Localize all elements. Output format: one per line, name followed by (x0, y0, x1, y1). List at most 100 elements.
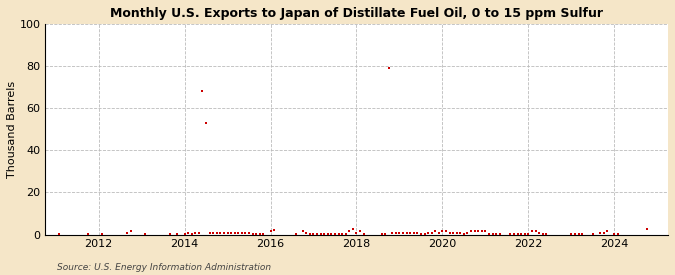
Point (179, 232, 190, 236)
Point (240, 230, 251, 235)
Point (312, 232, 323, 236)
Point (566, 232, 576, 236)
Point (254, 231, 265, 236)
Point (82, 232, 93, 236)
Point (458, 231, 469, 236)
Point (298, 229, 308, 234)
Point (219, 230, 230, 235)
Point (348, 227, 358, 232)
Point (308, 232, 319, 236)
Point (477, 229, 487, 234)
Point (140, 232, 151, 236)
Point (122, 230, 133, 235)
Point (387, 230, 398, 235)
Point (444, 230, 455, 235)
Point (376, 231, 387, 236)
Point (97, 231, 107, 236)
Point (200, 121, 211, 125)
Point (354, 229, 365, 234)
Point (326, 232, 337, 236)
Point (452, 230, 462, 235)
Point (483, 232, 494, 236)
Point (172, 232, 183, 236)
Point (290, 232, 301, 236)
Point (448, 230, 458, 235)
Point (315, 232, 326, 236)
Point (512, 231, 523, 236)
Point (301, 230, 312, 235)
Point (412, 230, 423, 235)
Point (526, 229, 537, 234)
Point (383, 66, 394, 70)
Point (609, 232, 620, 236)
Point (215, 230, 225, 235)
Point (419, 231, 430, 236)
Point (641, 227, 652, 232)
Point (394, 230, 405, 235)
Point (236, 230, 247, 235)
Point (430, 229, 441, 234)
Point (269, 228, 279, 233)
Point (329, 232, 340, 236)
Text: Source: U.S. Energy Information Administration: Source: U.S. Energy Information Administ… (57, 263, 271, 272)
Y-axis label: Thousand Barrels: Thousand Barrels (7, 81, 17, 178)
Point (54, 232, 65, 236)
Point (462, 230, 473, 235)
Point (541, 231, 551, 236)
Point (344, 229, 354, 234)
Point (222, 230, 233, 235)
Point (247, 232, 258, 236)
Point (433, 230, 444, 235)
Point (472, 229, 483, 234)
Point (304, 231, 315, 236)
Point (441, 229, 452, 234)
Point (337, 232, 348, 236)
Point (587, 231, 598, 236)
Point (208, 230, 219, 235)
Point (225, 230, 236, 235)
Point (573, 232, 584, 236)
Point (358, 231, 369, 236)
Point (601, 229, 612, 234)
Point (427, 230, 437, 235)
Point (576, 232, 587, 236)
Point (570, 232, 580, 236)
Point (244, 230, 254, 235)
Point (319, 231, 329, 236)
Point (197, 89, 208, 94)
Point (351, 230, 362, 235)
Point (466, 229, 477, 234)
Point (537, 231, 548, 236)
Title: Monthly U.S. Exports to Japan of Distillate Fuel Oil, 0 to 15 ppm Sulfur: Monthly U.S. Exports to Japan of Distill… (110, 7, 603, 20)
Point (612, 232, 623, 236)
Point (251, 231, 262, 236)
Point (265, 229, 276, 234)
Point (516, 232, 526, 236)
Point (398, 230, 408, 235)
Point (323, 232, 333, 236)
Point (205, 230, 215, 235)
Point (390, 230, 401, 235)
Point (211, 230, 222, 235)
Point (469, 229, 480, 234)
Point (194, 230, 205, 235)
Point (380, 231, 391, 236)
Point (480, 229, 491, 234)
Point (190, 230, 200, 235)
Point (186, 231, 197, 236)
Point (416, 231, 427, 236)
Point (491, 231, 502, 236)
Point (423, 230, 433, 235)
Point (520, 232, 531, 236)
Point (340, 232, 351, 236)
Point (233, 230, 244, 235)
Point (126, 229, 136, 234)
Point (598, 230, 609, 235)
Point (230, 230, 240, 235)
Point (258, 232, 269, 236)
Point (595, 231, 605, 235)
Point (487, 231, 498, 236)
Point (509, 231, 520, 236)
Point (530, 229, 541, 234)
Point (534, 230, 545, 235)
